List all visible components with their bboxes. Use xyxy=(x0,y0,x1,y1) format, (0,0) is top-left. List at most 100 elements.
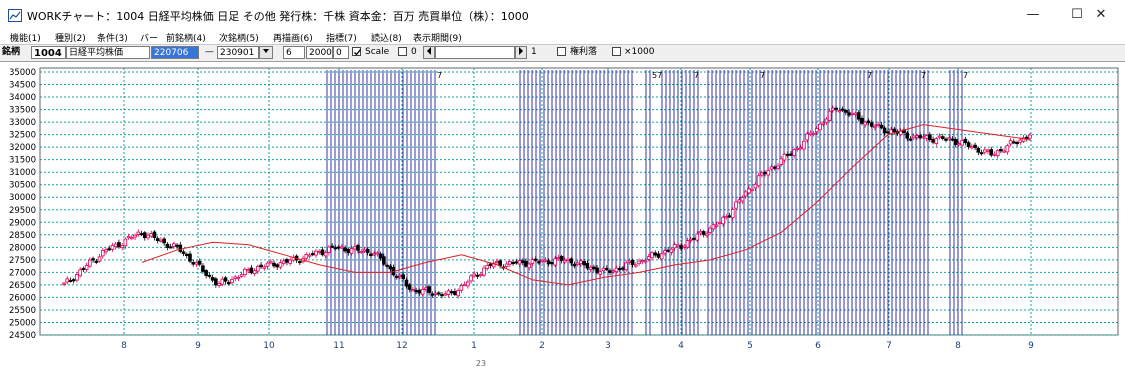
scroll-left-button[interactable] xyxy=(423,46,435,59)
candle-body xyxy=(856,112,861,120)
candle-body xyxy=(427,286,431,293)
candle-body xyxy=(604,267,609,270)
candle-body xyxy=(210,277,215,281)
candle-body xyxy=(979,152,984,155)
menu-load[interactable]: 読込(8) xyxy=(371,34,402,44)
close-button[interactable]: ✕ xyxy=(1095,7,1107,22)
menu-redraw[interactable]: 再描画(6) xyxy=(273,34,313,44)
candle-body xyxy=(705,233,709,237)
scale-checkbox[interactable] xyxy=(352,46,362,59)
candle-body xyxy=(982,149,987,153)
arrow-left-icon xyxy=(427,47,431,55)
kenri-checkbox[interactable] xyxy=(557,46,566,59)
scroll-value: 1 xyxy=(531,47,537,57)
x-month-label: 12 xyxy=(396,341,407,351)
candle-body xyxy=(766,169,771,176)
menu-jouken[interactable]: 条件(3) xyxy=(97,34,128,44)
maximize-button[interactable]: ☐ xyxy=(1071,7,1083,22)
field-2000-input[interactable]: 2000 xyxy=(306,46,333,59)
y-tick-label: 29500 xyxy=(9,206,36,216)
x-month-label: 9 xyxy=(1028,341,1034,351)
date-to-input[interactable]: 230901 xyxy=(217,46,259,59)
candle-body xyxy=(724,216,729,219)
year-label: 23 xyxy=(476,359,486,368)
y-tick-label: 34500 xyxy=(9,81,36,91)
candle-body xyxy=(420,289,425,295)
x1000-label: ×1000 xyxy=(624,47,655,57)
candle-body xyxy=(372,253,376,256)
candle-body xyxy=(478,273,483,276)
field-0-input[interactable]: 0 xyxy=(333,46,349,59)
candle-body xyxy=(165,243,170,248)
y-tick-label: 32000 xyxy=(9,143,36,153)
candle-body xyxy=(369,253,373,256)
field-6-input[interactable]: 6 xyxy=(283,46,305,59)
candle-body xyxy=(730,208,735,219)
x-month-label: 10 xyxy=(263,341,275,351)
candle-body xyxy=(789,153,793,156)
candle-body xyxy=(262,266,267,269)
candle-body xyxy=(265,262,270,267)
candle-body xyxy=(281,260,286,265)
chart-area[interactable]: 35000 34500 34000 33500 33000 32500 32000 31500… xyxy=(0,62,1125,376)
candle-body xyxy=(624,262,628,271)
candle-body xyxy=(643,260,648,263)
candle-body xyxy=(88,259,92,267)
candle-body xyxy=(869,122,874,127)
candle-body xyxy=(349,248,354,254)
candle-body xyxy=(214,278,218,286)
candle-body xyxy=(288,259,292,264)
candle-body xyxy=(698,231,703,234)
candle-body xyxy=(960,139,964,146)
candle-body xyxy=(520,260,525,263)
menu-next-stock[interactable]: 次銘柄(5) xyxy=(219,34,259,44)
y-tick-label: 28000 xyxy=(9,243,36,253)
menu-indicator[interactable]: 指標(7) xyxy=(326,34,357,44)
candle-body xyxy=(411,289,415,292)
candle-body xyxy=(217,283,221,286)
candle-body xyxy=(362,249,367,252)
candle-body xyxy=(314,250,318,256)
date-dropdown-button[interactable] xyxy=(259,46,273,59)
menu-shubetsu[interactable]: 種別(2) xyxy=(55,34,86,44)
menu-prev-stock[interactable]: 前銘柄(4) xyxy=(166,34,206,44)
candle-body xyxy=(1028,134,1032,139)
candle-body xyxy=(327,246,331,253)
candle-body xyxy=(562,259,567,263)
candle-body xyxy=(995,150,1000,156)
menu-display-period[interactable]: 表示期間(9) xyxy=(413,34,462,44)
candle-body xyxy=(243,268,247,276)
candle-body xyxy=(931,138,935,143)
candle-body xyxy=(986,149,990,152)
stock-code-input[interactable]: 1004 xyxy=(31,46,66,59)
candle-body xyxy=(223,277,228,282)
candle-body xyxy=(701,231,706,235)
menu-bar-item[interactable]: バー xyxy=(140,34,159,44)
zero-checkbox[interactable] xyxy=(398,46,407,59)
y-tick-label: 34000 xyxy=(9,93,36,103)
candle-body xyxy=(430,293,435,296)
date-from-input[interactable]: 220706 xyxy=(151,46,199,59)
candle-body xyxy=(130,237,134,240)
stock-name-field[interactable]: 日経平均株価 xyxy=(66,46,150,59)
candle-body xyxy=(275,264,280,268)
candle-body xyxy=(91,258,95,261)
candle-body xyxy=(126,236,131,239)
signal-marker-label: 7 xyxy=(867,71,872,80)
candle-body xyxy=(546,260,551,265)
scroll-right-button[interactable] xyxy=(515,46,527,59)
candle-body xyxy=(207,274,212,277)
candle-body xyxy=(462,284,467,287)
scroll-track[interactable] xyxy=(435,46,515,59)
menu-kinou[interactable]: 機能(1) xyxy=(10,34,41,44)
candle-body xyxy=(798,147,803,150)
candle-body xyxy=(540,259,544,262)
menu-bar: 機能(1) 種別(2) 条件(3) バー 前銘柄(4) 次銘柄(5) 再描画(6… xyxy=(0,30,1125,44)
candle-body xyxy=(814,128,819,133)
minimize-button[interactable]: — xyxy=(1026,7,1040,22)
candle-body xyxy=(653,252,658,256)
x1000-checkbox[interactable] xyxy=(612,46,621,59)
candle-body xyxy=(304,253,309,259)
candle-body xyxy=(375,252,380,255)
candle-body xyxy=(721,216,725,225)
